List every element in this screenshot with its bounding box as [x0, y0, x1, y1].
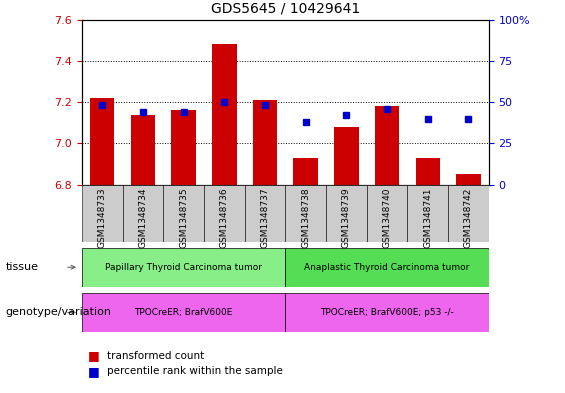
Bar: [285, 293, 489, 332]
Bar: [131, 115, 155, 185]
Text: transformed count: transformed count: [107, 351, 205, 361]
Bar: [171, 110, 196, 185]
Bar: [82, 293, 285, 332]
Text: ■: ■: [88, 349, 99, 362]
Bar: [82, 248, 285, 287]
Text: GSM1348739: GSM1348739: [342, 187, 351, 248]
Bar: [90, 98, 115, 185]
Bar: [163, 185, 204, 242]
Text: GSM1348740: GSM1348740: [383, 187, 392, 248]
Text: GSM1348734: GSM1348734: [138, 187, 147, 248]
Text: tissue: tissue: [6, 262, 38, 272]
Text: genotype/variation: genotype/variation: [6, 307, 112, 318]
Bar: [407, 185, 448, 242]
Text: GSM1348741: GSM1348741: [423, 187, 432, 248]
Bar: [204, 185, 245, 242]
Text: GSM1348735: GSM1348735: [179, 187, 188, 248]
Bar: [293, 158, 318, 185]
Bar: [285, 185, 326, 242]
Bar: [245, 185, 285, 242]
Bar: [82, 185, 123, 242]
Text: Anaplastic Thyroid Carcinoma tumor: Anaplastic Thyroid Carcinoma tumor: [305, 263, 470, 272]
Title: GDS5645 / 10429641: GDS5645 / 10429641: [211, 2, 360, 16]
Text: TPOCreER; BrafV600E; p53 -/-: TPOCreER; BrafV600E; p53 -/-: [320, 308, 454, 317]
Bar: [334, 127, 359, 185]
Text: ■: ■: [88, 365, 99, 378]
Bar: [367, 185, 407, 242]
Text: GSM1348742: GSM1348742: [464, 187, 473, 248]
Bar: [415, 158, 440, 185]
Text: GSM1348736: GSM1348736: [220, 187, 229, 248]
Text: Papillary Thyroid Carcinoma tumor: Papillary Thyroid Carcinoma tumor: [105, 263, 262, 272]
Bar: [123, 185, 163, 242]
Bar: [326, 185, 367, 242]
Bar: [285, 248, 489, 287]
Text: TPOCreER; BrafV600E: TPOCreER; BrafV600E: [134, 308, 233, 317]
Bar: [253, 100, 277, 185]
Text: GSM1348737: GSM1348737: [260, 187, 270, 248]
Bar: [448, 185, 489, 242]
Bar: [375, 107, 399, 185]
Bar: [212, 44, 237, 185]
Text: percentile rank within the sample: percentile rank within the sample: [107, 366, 283, 376]
Text: GSM1348733: GSM1348733: [98, 187, 107, 248]
Bar: [456, 174, 481, 185]
Text: GSM1348738: GSM1348738: [301, 187, 310, 248]
